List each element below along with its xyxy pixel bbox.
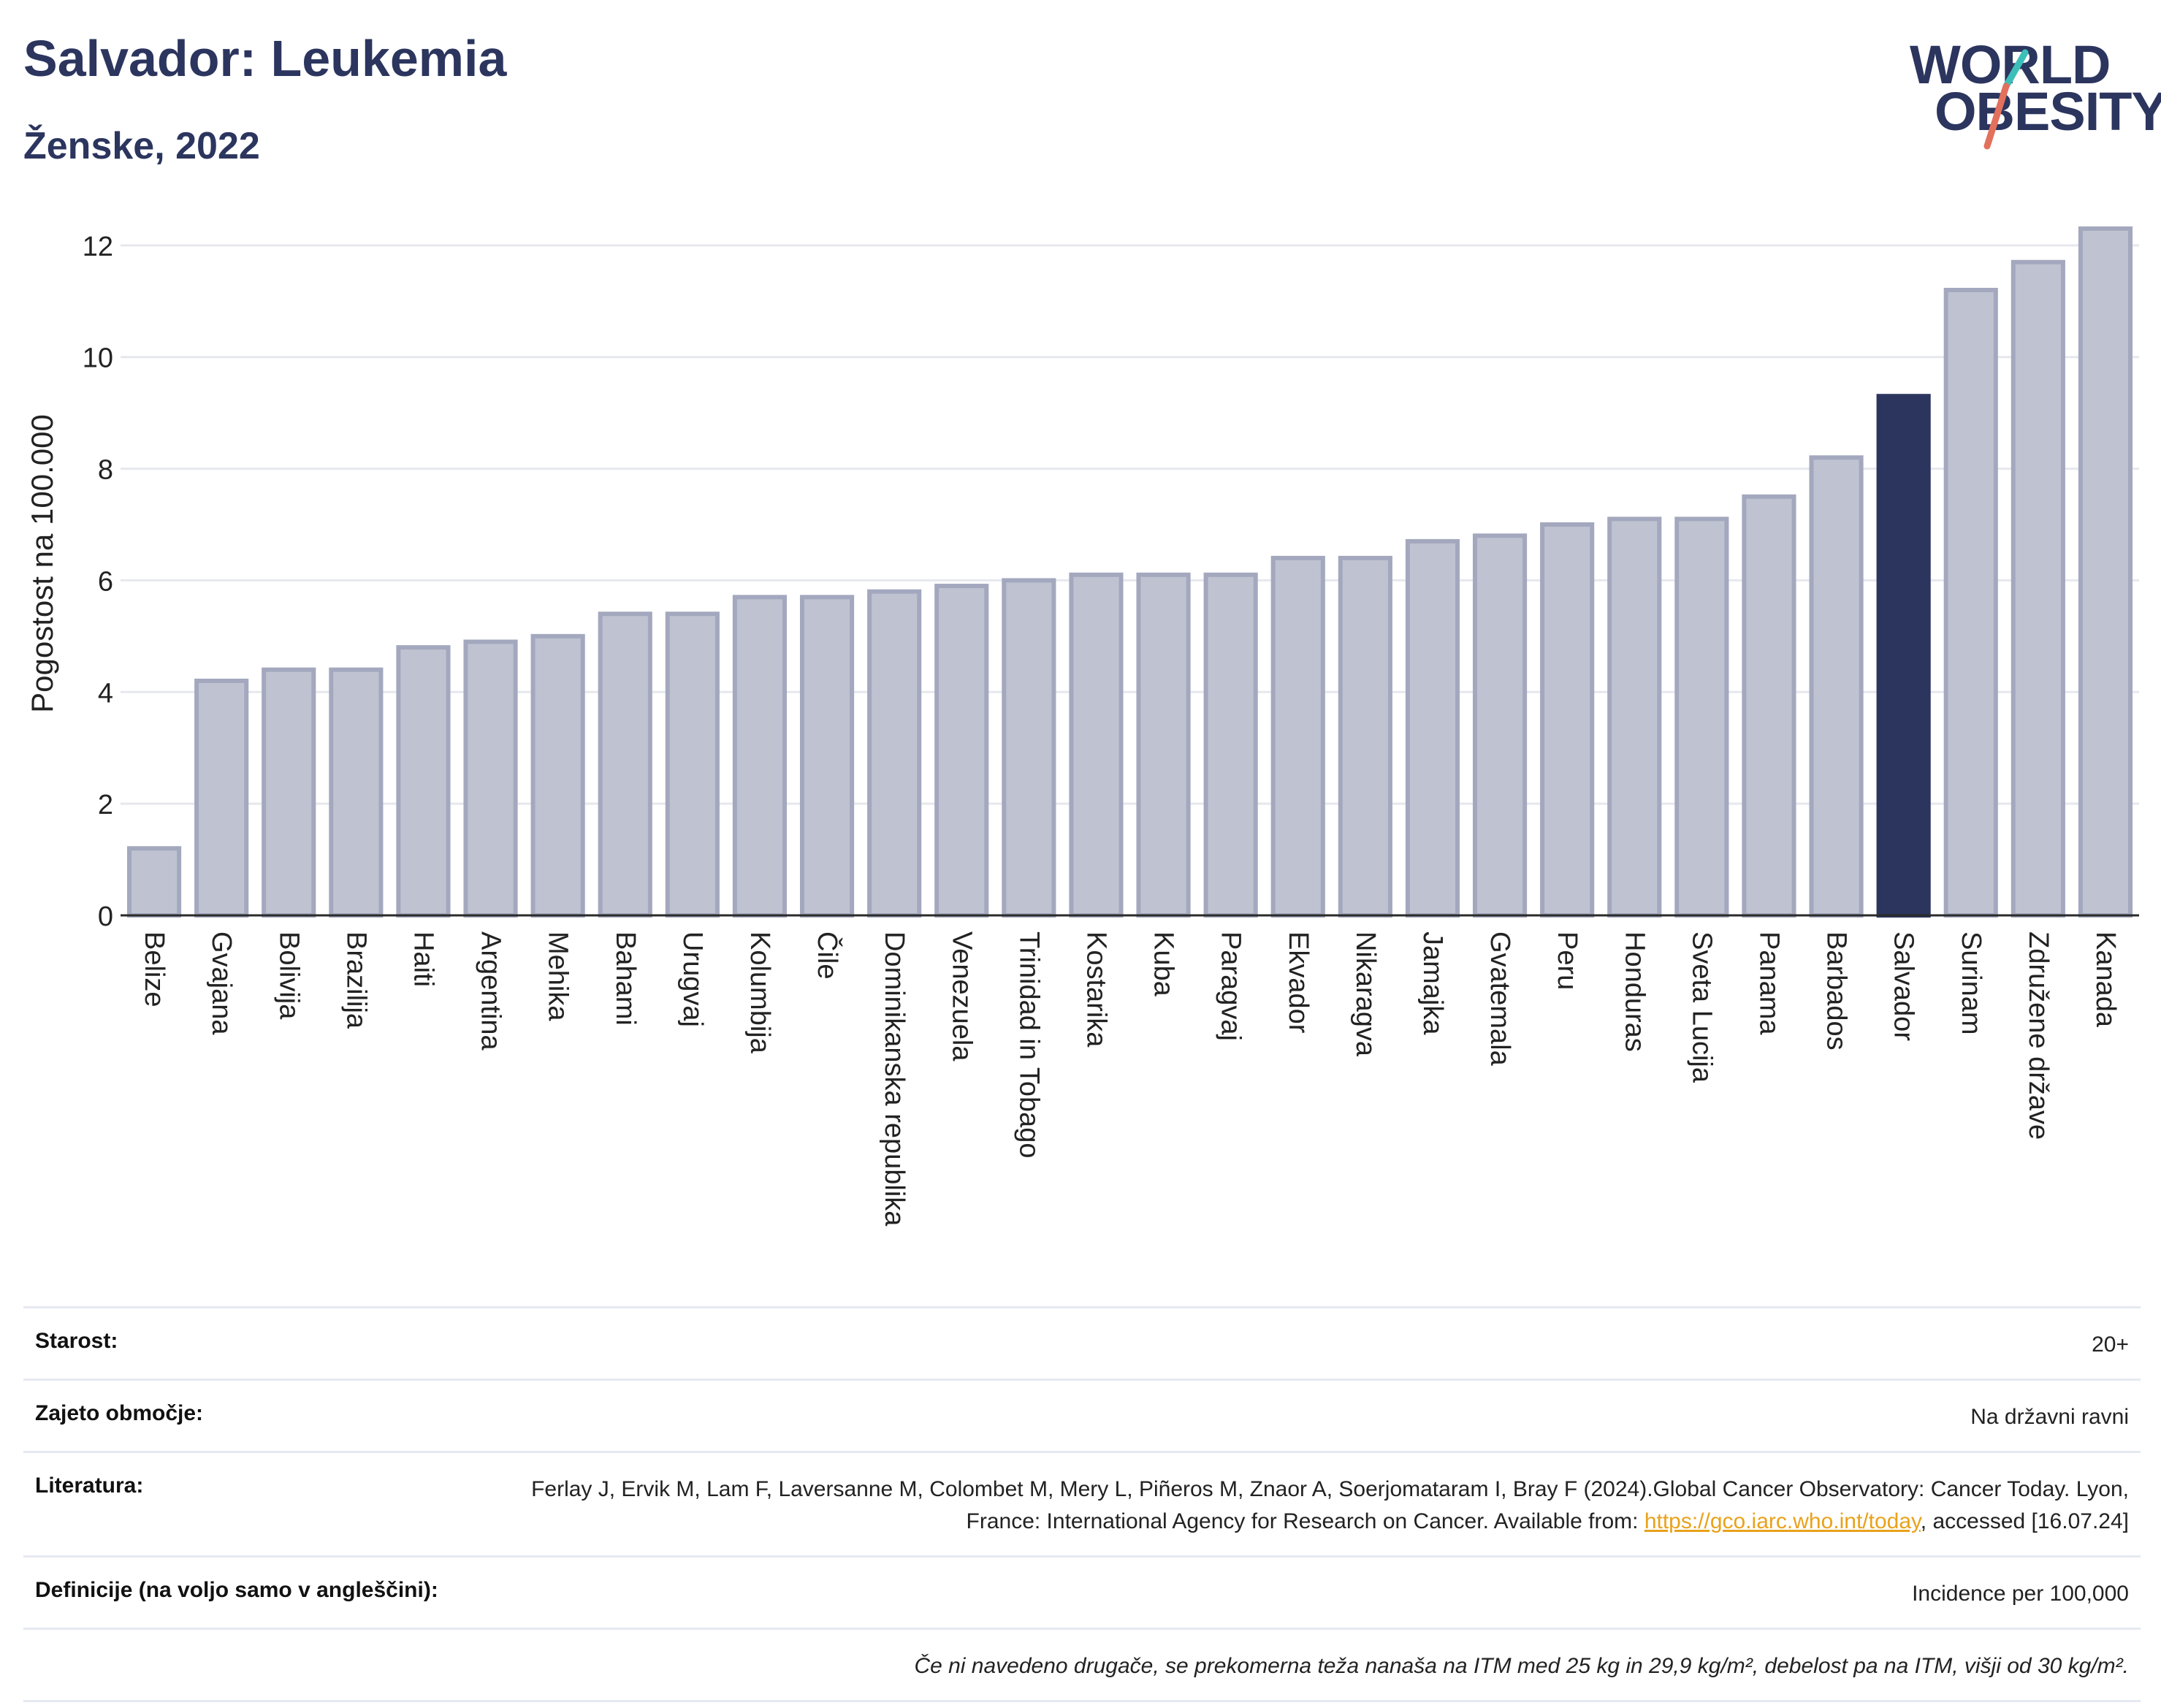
meta-value-coverage: Na državni ravni (1970, 1405, 2129, 1429)
x-tick-label: Gvatemala (1485, 931, 1515, 1067)
x-tick-label: Argentina (476, 931, 506, 1051)
bar (2078, 226, 2133, 918)
meta-label-definitions: Definicije (na voljo samo v angleščini): (35, 1578, 438, 1602)
x-tick-label: Surinam (1956, 931, 1986, 1035)
bar (126, 846, 182, 918)
meta-label-coverage: Zajeto območje: (35, 1401, 204, 1425)
x-tick-label: Peru (1552, 931, 1582, 990)
bar (732, 595, 788, 918)
meta-row-coverage: Zajeto območje: Na državni ravni (23, 1381, 2141, 1453)
x-tick-label: Barbados (1821, 931, 1852, 1051)
x-axis-ticks: Belize Gvajana Bolivija Brazilija Haiti Argen… (139, 931, 2121, 1227)
bar (530, 633, 585, 918)
bar (1943, 288, 1998, 918)
x-tick-label: Panama (1753, 931, 1784, 1035)
bar (1607, 516, 1662, 918)
bar (1472, 533, 1528, 918)
x-tick-label: Salvador (1889, 931, 1919, 1041)
x-tick-label: Belize (139, 931, 169, 1007)
x-tick-label: Gvajana (206, 931, 237, 1035)
bar (262, 667, 316, 918)
y-tick-label: 6 (98, 566, 113, 597)
x-tick-label: Sveta Lucija (1686, 931, 1717, 1083)
literature-text: Ferlay J, Ervik M, Lam F, Laversanne M, … (531, 1477, 2129, 1533)
x-tick-label: Paragvaj (1216, 931, 1246, 1041)
bar (463, 639, 518, 918)
bar (1002, 578, 1056, 918)
meta-value-literature: Ferlay J, Ervik M, Lam F, Laversanne M, … (23, 1453, 2141, 1555)
bar (1674, 516, 1729, 918)
meta-row-age: Starost: 20+ (23, 1308, 2141, 1381)
y-axis-ticks: 0 2 4 6 8 10 12 (83, 232, 113, 932)
x-tick-label: Bolivija (273, 931, 304, 1020)
world-obesity-logo: WORLD OBESITY (1899, 29, 2161, 161)
bar (194, 679, 249, 918)
bar (665, 611, 720, 918)
x-tick-label: Brazilija (340, 931, 371, 1029)
meta-label-literature: Literatura: (35, 1473, 144, 1498)
meta-row-literature: Literatura: Ferlay J, Ervik M, Lam F, La… (23, 1453, 2141, 1558)
x-tick-label: Dominikanska republika (879, 931, 910, 1227)
bar (867, 589, 922, 918)
obesity-definition-note: Če ni navedeno drugače, se prekomerna te… (914, 1654, 2129, 1678)
chart-bars (126, 226, 2133, 918)
x-tick-label: Mehika (543, 931, 573, 1021)
x-tick-label: Kolumbija (744, 931, 775, 1054)
x-tick-label: Bahami (610, 931, 641, 1026)
metadata-table: Starost: 20+ Zajeto območje: Na državni … (23, 1306, 2141, 1702)
bar (2011, 259, 2065, 918)
bar (1338, 555, 1392, 918)
bar (1809, 455, 1864, 918)
bar (1069, 572, 1124, 918)
x-tick-label: Ekvador (1283, 931, 1314, 1034)
bar (934, 584, 989, 918)
x-tick-label: Kostarika (1080, 931, 1111, 1048)
y-tick-label: 12 (83, 232, 113, 262)
x-tick-label: Čile (812, 931, 844, 979)
literature-accessed: , accessed [16.07.24] (1920, 1509, 2129, 1533)
bar (799, 595, 855, 918)
meta-row-definitions: Definicije (na voljo samo v angleščini):… (23, 1558, 2141, 1630)
x-tick-label: Venezuela (946, 931, 977, 1061)
bar (1270, 555, 1325, 918)
meta-value-definitions: Incidence per 100,000 (1912, 1582, 2129, 1606)
x-tick-label: Honduras (1619, 931, 1650, 1052)
bar (1136, 572, 1191, 918)
bar (1540, 522, 1595, 918)
literature-link[interactable]: https://gco.iarc.who.int/today (1644, 1509, 1921, 1533)
x-tick-label: Haiti (408, 931, 438, 987)
logo-slash-icon (1983, 49, 2029, 150)
bar-chart: 0 2 4 6 8 10 12 Belize Gvajana Bolivija Brazilija… (25, 226, 2139, 1227)
x-tick-label: Kuba (1148, 931, 1179, 997)
y-axis-label: Pogostost na 100.000 (25, 414, 59, 713)
bar-highlighted (1876, 394, 1931, 918)
bar (396, 645, 451, 918)
meta-row-note: Če ni navedeno drugače, se prekomerna te… (23, 1630, 2141, 1702)
logo-line-2: OBESITY (1935, 81, 2161, 142)
meta-value-age: 20+ (2092, 1333, 2129, 1357)
y-tick-label: 10 (83, 343, 113, 374)
bar (1405, 538, 1460, 918)
y-tick-label: 2 (98, 790, 113, 820)
x-tick-label: Trinidad in Tobago (1013, 931, 1044, 1159)
x-tick-label: Urugvaj (677, 931, 708, 1027)
y-tick-label: 8 (98, 455, 113, 486)
page-subtitle: Ženske, 2022 (23, 125, 260, 167)
bar (1742, 494, 1796, 918)
y-tick-label: 4 (98, 678, 113, 709)
x-tick-label: Kanada (2090, 931, 2121, 1028)
bar (329, 667, 384, 918)
meta-label-age: Starost: (35, 1329, 118, 1353)
x-tick-label: Nikaragva (1350, 931, 1381, 1057)
page-title: Salvador: Leukemia (23, 30, 507, 87)
bar (598, 611, 652, 918)
bar (1203, 572, 1258, 918)
y-tick-label: 0 (98, 901, 113, 932)
x-tick-label: Jamajka (1417, 931, 1448, 1035)
x-tick-label: Združene države (2023, 931, 2054, 1140)
